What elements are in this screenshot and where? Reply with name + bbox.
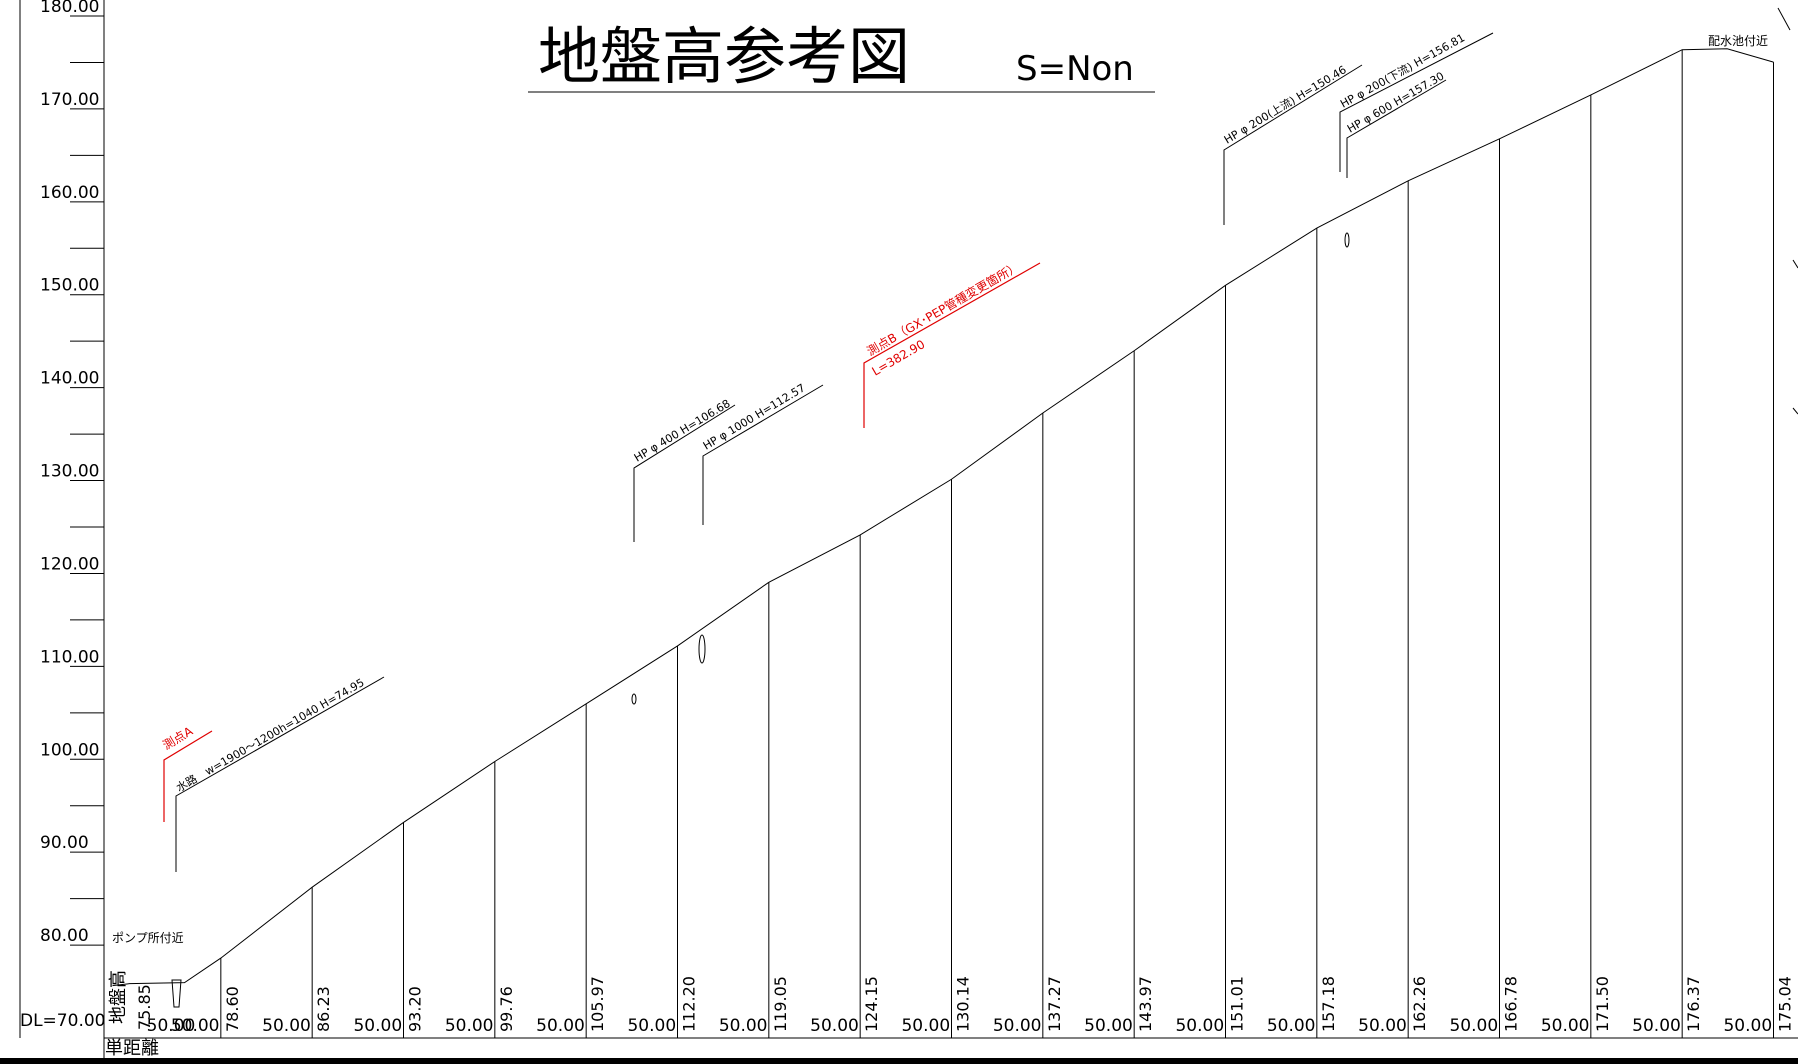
elevation-label: 151.01 (1228, 976, 1247, 1032)
elevation-label: 166.78 (1502, 976, 1521, 1032)
distance-label: 50.00 (627, 1016, 676, 1036)
leader-point-b (863, 262, 1041, 428)
elevation-label: 162.26 (1410, 976, 1429, 1032)
distance-label: 50.00 (1358, 1016, 1407, 1036)
y-tick-label: 140.00 (40, 369, 99, 389)
elevation-label: 137.27 (1045, 976, 1064, 1032)
title-main: 地盤高参考図 (538, 20, 910, 93)
elevation-label: 143.97 (1136, 976, 1155, 1032)
y-tick-label: 160.00 (40, 183, 99, 203)
leader-waterway (175, 676, 385, 872)
elevation-label: 105.97 (588, 976, 607, 1032)
distance-label: 50.00 (1723, 1016, 1772, 1036)
leader-hp600 (1346, 79, 1447, 178)
elevation-label: 157.18 (1319, 976, 1338, 1032)
y-tick-label: 130.00 (40, 462, 99, 482)
pipe-markers (171, 232, 1350, 1008)
distance-label: 50.00 (1267, 1016, 1316, 1036)
anno-point-b: 測点B（GX･PEP管種変更箇所） (864, 259, 1022, 359)
distance-label: 50.00 (171, 1016, 220, 1036)
distance-label: 50.00 (901, 1016, 950, 1036)
waterway-marker (171, 979, 182, 1008)
distance-label: 50.00 (719, 1016, 768, 1036)
edge-mark (1792, 259, 1798, 269)
row-label-elevation: 地盤高 (108, 970, 129, 1024)
pipe-marker-400 (631, 693, 637, 705)
distance-label: 50.00 (445, 1016, 494, 1036)
anno-point-a: 測点A (160, 724, 195, 753)
elevation-label: 130.14 (954, 976, 973, 1032)
elevation-label: 78.60 (223, 986, 242, 1032)
y-tick-label: 90.00 (40, 833, 89, 853)
distance-label: 50.00 (262, 1016, 311, 1036)
leader-hp1000 (702, 384, 824, 525)
distance-label: 50.00 (1449, 1016, 1498, 1036)
distance-label: 50.00 (993, 1016, 1042, 1036)
edge-mark (1792, 407, 1798, 415)
y-tick-label: 100.00 (40, 740, 99, 760)
leader-point-a (163, 730, 213, 822)
distance-label: 50.00 (353, 1016, 402, 1036)
y-tick-label: 80.00 (40, 926, 89, 946)
elevation-label: 175.04 (1776, 976, 1795, 1032)
y-tick-label: 150.00 (40, 276, 99, 296)
leader-hp400 (633, 404, 736, 542)
distance-label: 50.00 (1084, 1016, 1133, 1036)
distance-label: 50.00 (1541, 1016, 1590, 1036)
elevation-label: 124.15 (862, 976, 881, 1032)
elevation-label: 86.23 (314, 986, 333, 1032)
pipe-marker-600 (1344, 232, 1350, 248)
elevation-label: 176.37 (1684, 976, 1703, 1032)
ground-line (112, 48, 1774, 987)
y-ticks: 80.00 90.00 100.00 110.00 120.00 130.00 140.00… (40, 0, 104, 946)
right-edge-marks (1777, 7, 1798, 415)
annotations: ポンプ所付近 配水池付近 測点A 水路 w=1900～1200h=1040 H=… (112, 30, 1768, 945)
bottom-border (0, 1058, 1798, 1064)
elevation-label: 93.20 (406, 986, 425, 1032)
title-scale: S=Non (1016, 49, 1134, 89)
distance-label: 50.00 (147, 1016, 196, 1036)
anno-waterway: 水路 w=1900～1200h=1040 H=74.95 (174, 676, 367, 795)
leader-hp200-up (1223, 64, 1363, 225)
distance-label: 50.00 (1175, 1016, 1224, 1036)
anno-pump: ポンプ所付近 (112, 931, 184, 945)
y-tick-label: 120.00 (40, 554, 99, 574)
elevation-label: 75.85 (135, 984, 154, 1030)
leader-hp200-down (1339, 32, 1494, 172)
y-axis: 80.00 90.00 100.00 110.00 120.00 130.00 140.00… (19, 0, 105, 1060)
elevation-labels: 75.85 78.60 86.23 93.20 99.76 105.97 112.20 119… (135, 976, 1795, 1032)
elevation-label: 99.76 (497, 986, 516, 1032)
edge-mark (1777, 7, 1791, 31)
elevation-label: 119.05 (771, 976, 790, 1032)
row-label-distance: 単距離 (105, 1038, 159, 1059)
datum-row: DL=70.00 地盤高 単距離 (20, 970, 1798, 1059)
y-tick-label: 180.00 (40, 0, 99, 17)
y-tick-label: 170.00 (40, 90, 99, 110)
station-lines (220, 49, 1774, 1038)
distance-label: 50.00 (536, 1016, 585, 1036)
y-tick-label: 110.00 (40, 647, 99, 667)
anno-reservoir: 配水池付近 (1708, 34, 1768, 48)
elevation-label: 112.20 (680, 976, 699, 1032)
title-block: 地盤高参考図 S=Non (528, 20, 1155, 93)
anno-hp200-up: HP φ 200(上流) H=150.46 (1221, 62, 1348, 146)
elevation-label: 171.50 (1593, 976, 1612, 1032)
datum-label: DL=70.00 (20, 1011, 105, 1031)
distance-label: 50.00 (1632, 1016, 1681, 1036)
pipe-marker-1000 (698, 634, 706, 664)
distance-label: 50.00 (810, 1016, 859, 1036)
